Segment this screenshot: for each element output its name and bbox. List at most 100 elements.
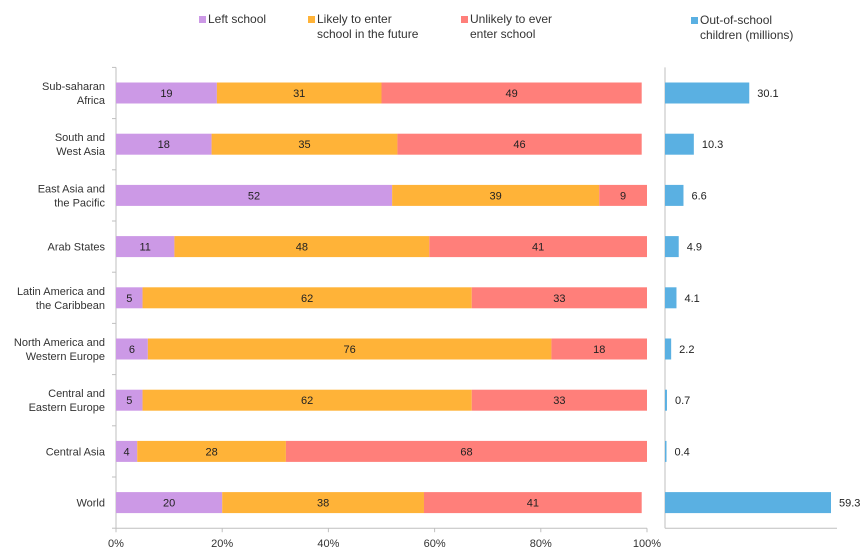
bar-segment-2 [216,82,382,104]
side-bar [665,236,679,258]
bar-data-label: 5 [126,395,132,407]
bar-data-label: 62 [301,395,313,407]
out-of-school-bars: 30.1 10.3 6.6 4.9 4.1 2.2 0.7 0.4 59.3 [665,82,860,514]
bar-segment-3 [471,287,647,309]
x-tick-label: 80% [530,538,552,550]
bar-segment-2 [142,287,472,309]
bar-data-label: 62 [301,293,313,305]
category-label: South and West Asia [55,132,106,158]
bar-data-label: 35 [298,139,310,151]
bar-data-label: 46 [513,139,525,151]
bar-data-label: 41 [532,242,544,254]
category-label: Sub-saharan Africa [42,81,106,107]
legend-label-out-of-school: Out-of-school children (millions) [700,13,794,42]
side-bar [665,389,667,411]
side-bar [665,82,750,104]
x-tick-label: 0% [108,538,124,550]
stacked-bars: 19 31 49 18 35 46 52 39 9 11 48 41 5 62 33 6 76 18 5 62 33 4 2… [116,82,647,514]
side-bar-label: 30.1 [757,88,778,100]
bar-data-label: 41 [527,498,539,510]
bar-segment-1 [116,492,223,514]
side-bar-label: 10.3 [702,139,723,151]
category-label: Central and Eastern Europe [29,388,105,414]
bar-segment-2 [137,440,286,462]
side-bar-label: 4.9 [687,242,702,254]
side-bar-label: 6.6 [691,190,706,202]
bar-segment-3 [471,389,647,411]
side-bar [665,184,684,206]
bar-segment-3 [423,492,642,514]
bar-segment-3 [599,184,647,206]
bar-segment-2 [142,389,472,411]
side-bar-label: 59.3 [839,498,860,510]
side-bar [665,287,677,309]
bar-segment-1 [116,287,143,309]
legend-label-unlikely-to-enter: Unlikely to ever enter school [470,12,553,41]
bar-data-label: 68 [460,446,472,458]
category-label: Central Asia [46,446,106,458]
legend-swatch-left-school [199,16,206,23]
bar-segment-1 [116,389,143,411]
bar-segment-2 [392,184,600,206]
bar-data-label: 48 [296,242,308,254]
bar-segment-3 [429,236,647,258]
side-bar [665,492,831,514]
bar-data-label: 39 [490,190,502,202]
x-tick-label: 20% [211,538,233,550]
bar-data-label: 20 [163,498,175,510]
legend-label-left-school: Left school [208,12,267,26]
bar-data-label: 18 [158,139,170,151]
bar-data-label: 49 [505,88,517,100]
bar-segment-2 [211,133,398,155]
bar-data-label: 28 [205,446,217,458]
bar-segment-1 [116,82,217,104]
bar-data-label: 38 [317,498,329,510]
x-tick-label: 60% [424,538,446,550]
bar-data-label: 9 [620,190,626,202]
bar-segment-1 [116,236,175,258]
bar-segment-3 [381,82,642,104]
category-labels: Sub-saharan Africa South and West Asia East … [14,81,106,510]
category-label: North America and Western Europe [14,337,105,363]
legend-label-likely-to-enter: Likely to enter school in the future [317,12,419,41]
bar-segment-1 [116,133,212,155]
x-tick-label: 40% [317,538,339,550]
bar-data-label: 52 [248,190,260,202]
side-bar-label: 2.2 [679,344,694,356]
x-tick-label: 100% [633,538,661,550]
x-tick-labels: 0% 20% 40% 60% 80% 100% [108,538,661,550]
bar-segment-1 [116,338,148,360]
legend-swatch-out-of-school [691,17,698,24]
bar-data-label: 33 [553,395,565,407]
bar-data-label: 76 [344,344,356,356]
legend-swatch-unlikely-to-enter [461,16,468,23]
bar-data-label: 19 [160,88,172,100]
bar-segment-3 [397,133,642,155]
category-label: East Asia and the Pacific [38,183,106,209]
bar-segment-2 [147,338,552,360]
side-bar-label: 4.1 [684,293,699,305]
bar-data-label: 31 [293,88,305,100]
side-bar-label: 0.4 [675,446,690,458]
bar-data-label: 6 [129,344,135,356]
bar-data-label: 11 [139,242,150,254]
bar-segment-2 [174,236,430,258]
category-label: World [76,498,105,510]
bar-segment-3 [551,338,647,360]
bar-segment-1 [116,184,393,206]
side-bar [665,440,667,462]
side-bar [665,133,694,155]
bar-data-label: 18 [593,344,605,356]
bar-segment-2 [222,492,424,514]
bar-data-label: 33 [553,293,565,305]
category-label: Latin America and the Caribbean [17,286,105,312]
category-label: Arab States [48,242,106,254]
bar-data-label: 5 [126,293,132,305]
side-bar-label: 0.7 [675,395,690,407]
side-bar [665,338,672,360]
legend-swatch-likely-to-enter [308,16,315,23]
bar-data-label: 4 [124,446,130,458]
bar-segment-1 [116,440,138,462]
bar-segment-3 [285,440,647,462]
